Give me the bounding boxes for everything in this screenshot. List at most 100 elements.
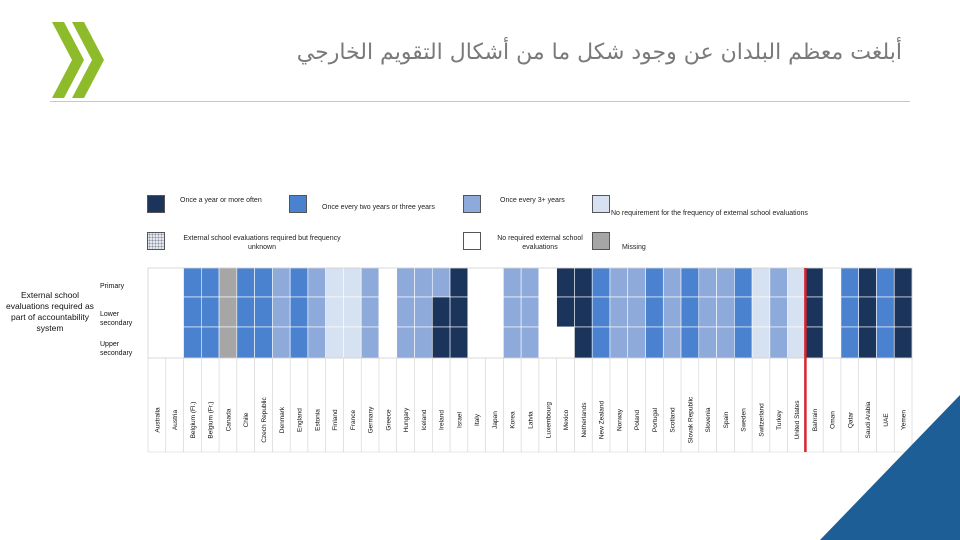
- heatmap-cell: [805, 267, 824, 298]
- heatmap-cell: [520, 296, 540, 328]
- heatmap-cell: [627, 326, 646, 359]
- heatmap-cell: [254, 296, 273, 328]
- heatmap-cell: [538, 326, 557, 359]
- heatmap-cell: [716, 267, 735, 298]
- oecd-logo-icon: [52, 22, 104, 98]
- legend-label-annual: Once a year or more often: [180, 197, 262, 204]
- heatmap-cell: [147, 267, 167, 298]
- heatmap-cell: [360, 296, 380, 328]
- heatmap-cell: [396, 296, 415, 328]
- country-label: Norway: [616, 408, 623, 431]
- country-label: Latvia: [528, 411, 535, 429]
- heatmap-cell: [254, 267, 273, 298]
- heatmap-cell: [574, 267, 593, 298]
- heatmap-cell: [325, 267, 344, 298]
- heatmap-cell: [343, 326, 362, 359]
- heatmap-cell: [734, 296, 753, 328]
- heatmap-cell: [627, 267, 646, 298]
- heatmap-cell: [662, 296, 682, 328]
- legend-label-three-plus: Once every 3+ years: [500, 197, 565, 204]
- country-label: France: [350, 410, 357, 431]
- country-label: Netherlands: [581, 402, 588, 438]
- heatmap-cell: [343, 267, 362, 298]
- country-label: Portugal: [652, 407, 659, 432]
- heatmap-cell: [822, 267, 842, 298]
- heatmap-cell: [609, 267, 629, 298]
- legend-swatch-annual: [147, 195, 165, 213]
- heatmap-cell: [876, 267, 895, 298]
- country-label: Belgium (Fr.): [208, 401, 215, 438]
- heatmap-cell: [360, 326, 380, 359]
- heatmap-cell: [556, 296, 575, 328]
- heatmap-cell: [876, 296, 895, 328]
- heatmap-cell: [751, 326, 771, 359]
- country-label: UAE: [883, 413, 890, 427]
- slide-title: أبلغت معظم البلدان عن وجود شكل ما من أشك…: [296, 40, 902, 65]
- heatmap-cell: [396, 326, 415, 359]
- heatmap-cell: [236, 267, 255, 298]
- heatmap-cell: [751, 267, 771, 298]
- heatmap-cell: [503, 326, 522, 359]
- heatmap-cell: [751, 296, 771, 328]
- heatmap-frame: [147, 267, 913, 359]
- heatmap-cell: [147, 296, 167, 328]
- country-label: Saudi Arabia: [865, 401, 872, 438]
- heatmap-cell: [574, 326, 593, 359]
- heatmap-cell: [769, 296, 788, 328]
- heatmap-cell: [236, 296, 255, 328]
- heatmap-cell: [538, 267, 557, 298]
- heatmap-cell: [307, 326, 326, 359]
- title-divider: [50, 101, 910, 102]
- country-label: Italy: [474, 413, 481, 426]
- legend-swatch-no-requirement: [592, 195, 610, 213]
- heatmap-cell: [787, 296, 806, 328]
- heatmap-cell: [716, 326, 735, 359]
- heatmap-cell: [769, 326, 788, 359]
- heatmap-cell: [307, 296, 326, 328]
- heatmap-cell: [414, 267, 433, 298]
- heatmap-cell: [201, 296, 220, 328]
- heatmap-cell: [325, 296, 344, 328]
- country-label: England: [297, 408, 304, 432]
- heatmap-cell: [414, 326, 433, 359]
- heatmap-cell: [893, 267, 913, 298]
- legend-label-unknown: External school evaluations required but…: [183, 235, 341, 251]
- heatmap-cell: [574, 296, 593, 328]
- country-label: Korea: [510, 411, 517, 429]
- legend-swatch-no-evaluation: [463, 232, 481, 250]
- heatmap-cell: [769, 267, 788, 298]
- heatmap-cell: [218, 267, 238, 298]
- legend-swatch-missing: [592, 232, 610, 250]
- heatmap-cell: [289, 326, 309, 359]
- country-label: New Zealand: [599, 400, 606, 439]
- country-label: Chile: [243, 412, 250, 427]
- country-label: Spain: [723, 411, 730, 428]
- legend-label-missing: Missing: [622, 244, 646, 251]
- heatmap-cell: [307, 267, 326, 298]
- heatmap-cell: [254, 326, 273, 359]
- heatmap-cell: [272, 296, 291, 328]
- row-label-upper-secondary: Upper secondary: [100, 341, 133, 357]
- heatmap-cell: [183, 296, 202, 328]
- heatmap-cell: [893, 296, 913, 328]
- heatmap-cell: [485, 267, 504, 298]
- country-label: Hungary: [403, 407, 410, 432]
- heatmap-cell: [503, 296, 522, 328]
- country-label: Sweden: [741, 408, 748, 432]
- heatmap-cell: [431, 296, 451, 328]
- heatmap-cell: [840, 267, 859, 298]
- heatmap-cell: [289, 296, 309, 328]
- heatmap-cell: [183, 267, 202, 298]
- country-label: Canada: [225, 408, 232, 431]
- legend-label-two-three-years: Once every two years or three years: [322, 204, 435, 211]
- heatmap-cell: [858, 326, 877, 359]
- country-label: Mexico: [563, 409, 570, 430]
- row-label-primary: Primary: [100, 283, 125, 290]
- heatmap-cell: [201, 267, 220, 298]
- heatmap-cell: [431, 326, 451, 359]
- heatmap-cell: [218, 326, 238, 359]
- legend-swatch-unknown: [147, 232, 165, 250]
- heatmap-cell: [467, 296, 486, 328]
- heatmap-cell: [680, 296, 700, 328]
- heatmap-cell: [165, 267, 184, 298]
